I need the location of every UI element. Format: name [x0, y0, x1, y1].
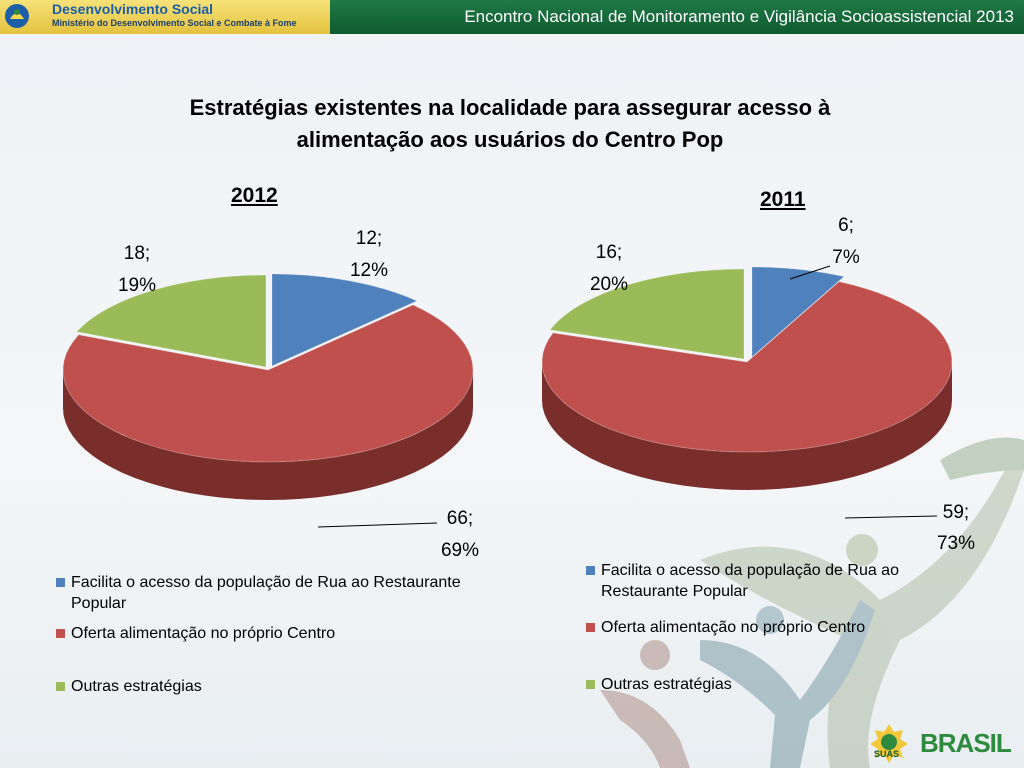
legend-swatch-green	[56, 682, 65, 691]
pie-chart-2012	[62, 273, 474, 500]
legend-swatch-green	[586, 680, 595, 689]
data-label-2012-blue-value: 12;	[356, 228, 382, 249]
leader-line-2012-red	[317, 522, 438, 528]
pie-slice-2011-blue	[751, 266, 846, 359]
data-label-2011-green-percent: 20%	[590, 274, 628, 295]
data-label-2011-red-percent: 73%	[937, 533, 975, 554]
ministry-brand: Desenvolvimento Social Ministério do Des…	[0, 0, 330, 34]
legend-swatch-red	[56, 629, 65, 638]
brasil-logo-text: BRASIL	[920, 728, 1012, 758]
legend-label: Facilita o acesso da população de Rua ao…	[601, 560, 899, 602]
chart-2011-title: 2011	[760, 188, 806, 211]
pie-side-2012-red	[63, 370, 473, 500]
pie-slice-2011-green	[549, 268, 745, 360]
page-title-line2: alimentação aos usuários do Centro Pop	[296, 127, 724, 152]
brand-title: Desenvolvimento Social	[52, 1, 214, 17]
data-label-2012-blue-percent: 12%	[350, 260, 388, 281]
header-bar: Desenvolvimento Social Ministério do Des…	[0, 0, 1024, 34]
brand-subtitle: Ministério do Desenvolvimento Social e C…	[52, 18, 297, 28]
data-label-2011-blue-percent: 7%	[832, 247, 860, 268]
legend-label-line2: Popular	[71, 595, 127, 612]
chart-2012-title: 2012	[231, 184, 278, 207]
page-title-line1: Estratégias existentes na localidade par…	[189, 95, 831, 120]
pie-chart-2011	[541, 266, 953, 490]
page-title: Estratégias existentes na localidade par…	[110, 92, 910, 156]
legend-label: Oferta alimentação no próprio Centro	[71, 625, 336, 642]
legend-label: Outras estratégias	[71, 678, 202, 695]
event-title: Encontro Nacional de Monitoramento e Vig…	[464, 7, 1014, 26]
pie-slice-2012-green	[75, 274, 267, 368]
legend-label-line1: Facilita o acesso da população de Rua ao…	[71, 574, 461, 591]
pie-slice-2011-red	[541, 281, 953, 453]
pie-slice-2012-red	[62, 304, 474, 463]
data-label-2012-green-percent: 19%	[118, 275, 156, 296]
legend-label: Facilita o acesso da população de Rua ao…	[71, 572, 461, 614]
legend-label-line1: Facilita o acesso da população de Rua ao	[601, 562, 899, 579]
leader-line-2011-blue	[789, 265, 831, 280]
data-label-2012-red-value: 66;	[447, 508, 473, 529]
data-label-2012-green-value: 18;	[124, 243, 150, 264]
leader-line-2011-red	[844, 515, 938, 519]
legend-2012: Facilita o acesso da população de Rua ao…	[56, 572, 526, 702]
data-label-2011-green-value: 16;	[596, 242, 622, 263]
legend-swatch-red	[586, 623, 595, 632]
legend-swatch-blue	[56, 578, 65, 587]
data-label-2011-blue-value: 6;	[838, 215, 854, 236]
pie-slice-2012-blue	[271, 273, 419, 367]
legend-2011: Facilita o acesso da população de Rua ao…	[586, 560, 1006, 700]
suas-logo-text: SUAS	[874, 749, 900, 759]
legend-label-line2: Restaurante Popular	[601, 583, 748, 600]
pie-side-2011-red	[542, 362, 952, 490]
legend-swatch-blue	[586, 566, 595, 575]
legend-label: Oferta alimentação no próprio Centro	[601, 619, 866, 636]
data-label-2011-red-value: 59;	[943, 502, 969, 523]
legend-label: Outras estratégias	[601, 676, 732, 693]
ministry-logo-icon	[5, 4, 29, 28]
suas-logo-icon	[870, 724, 908, 763]
data-label-2012-red-percent: 69%	[441, 540, 479, 561]
